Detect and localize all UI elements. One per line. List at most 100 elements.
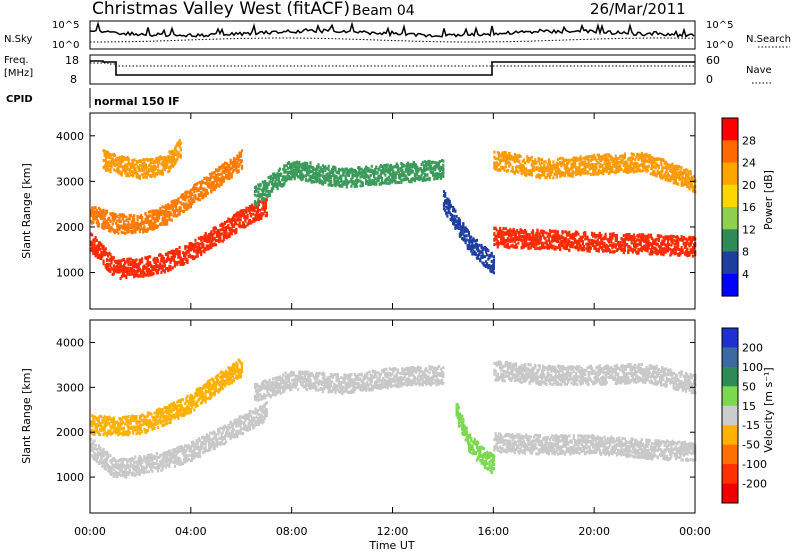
- data-cell: [327, 179, 330, 183]
- data-cell: [175, 148, 178, 152]
- data-cell: [100, 253, 103, 257]
- data-cell: [126, 172, 129, 176]
- data-cell: [585, 157, 588, 161]
- data-cell: [645, 236, 648, 239]
- data-cell: [685, 251, 688, 255]
- data-cell: [651, 252, 654, 256]
- data-cell: [459, 228, 463, 232]
- data-cell: [626, 242, 629, 246]
- data-cell: [91, 243, 94, 247]
- data-cell: [136, 172, 139, 176]
- data-cell: [102, 211, 105, 215]
- data-cell: [101, 244, 104, 248]
- data-cell: [153, 164, 156, 168]
- data-cell: [125, 269, 128, 273]
- data-cell: [183, 205, 186, 209]
- data-cell: [214, 226, 217, 230]
- data-cell: [396, 165, 399, 169]
- data-cell: [499, 168, 502, 172]
- data-cell: [237, 165, 240, 169]
- data-cell: [544, 160, 547, 164]
- data-cell: [442, 174, 445, 178]
- data-cell: [605, 159, 608, 162]
- data-cell: [192, 198, 195, 201]
- data-cell: [638, 168, 641, 172]
- data-cell: [269, 189, 272, 193]
- data-cell: [664, 243, 667, 247]
- data-cell: [152, 272, 155, 276]
- data-cell: [179, 209, 182, 212]
- data-cell: [382, 166, 385, 170]
- data-cell: [200, 235, 203, 239]
- data-cell: [514, 232, 518, 236]
- data-cell: [256, 210, 259, 214]
- data-cell: [636, 162, 639, 166]
- data-cell: [476, 249, 480, 253]
- data-cell: [606, 245, 609, 249]
- data-cell: [173, 212, 177, 215]
- data-cell: [150, 269, 153, 273]
- data-cell: [229, 167, 232, 171]
- data-cell: [226, 165, 229, 169]
- data-cell: [111, 267, 114, 271]
- data-cell: [217, 229, 220, 232]
- data-cell: [578, 165, 581, 169]
- data-cell: [609, 232, 612, 236]
- data-cell: [595, 172, 598, 176]
- data-cell: [378, 165, 381, 169]
- data-cell: [184, 251, 187, 255]
- data-cell: [609, 154, 612, 158]
- data-cell: [235, 162, 238, 166]
- data-cell: [607, 159, 611, 163]
- data-cell: [688, 235, 691, 239]
- data-cell: [170, 157, 173, 160]
- data-cell: [309, 164, 312, 168]
- data-cell: [651, 237, 654, 240]
- data-cell: [237, 158, 240, 162]
- data-cell: [230, 175, 233, 179]
- data-cell: [546, 246, 549, 250]
- data-cell: [570, 158, 573, 162]
- data-cell: [214, 230, 217, 234]
- data-cell: [262, 186, 266, 189]
- data-cell: [660, 174, 663, 178]
- data-cell: [222, 226, 225, 230]
- data-cell: [103, 166, 106, 170]
- data-cell: [210, 232, 213, 236]
- data-cell: [388, 181, 391, 185]
- data-cell: [631, 237, 634, 241]
- data-cell: [129, 226, 132, 229]
- data-cell: [646, 241, 649, 244]
- data-cell: [518, 230, 521, 234]
- data-cell: [188, 195, 191, 199]
- data-cell: [129, 173, 132, 177]
- data-cell: [631, 169, 634, 172]
- data-cell: [623, 152, 626, 156]
- data-cell: [596, 248, 599, 252]
- data-cell: [565, 161, 569, 165]
- data-cell: [578, 247, 581, 251]
- data-cell: [217, 239, 220, 243]
- data-cell: [97, 243, 101, 247]
- data-cell: [243, 216, 246, 220]
- data-cell: [446, 214, 449, 218]
- data-cell: [639, 241, 642, 245]
- data-cell: [134, 230, 137, 234]
- data-cell: [236, 218, 239, 222]
- data-cell: [536, 174, 539, 178]
- band-5: [493, 226, 697, 258]
- data-cell: [624, 243, 628, 247]
- data-cell: [510, 234, 513, 238]
- data-cell: [490, 254, 493, 258]
- data-cell: [293, 177, 296, 181]
- data-cell: [600, 233, 603, 237]
- data-cell: [134, 167, 137, 171]
- data-cell: [543, 246, 546, 250]
- data-cell: [146, 271, 149, 275]
- data-cell: [476, 256, 480, 260]
- data-cell: [227, 224, 230, 227]
- data-cell: [332, 165, 335, 169]
- data-cell: [552, 229, 555, 233]
- data-cell: [620, 247, 623, 250]
- data-cell: [236, 154, 239, 158]
